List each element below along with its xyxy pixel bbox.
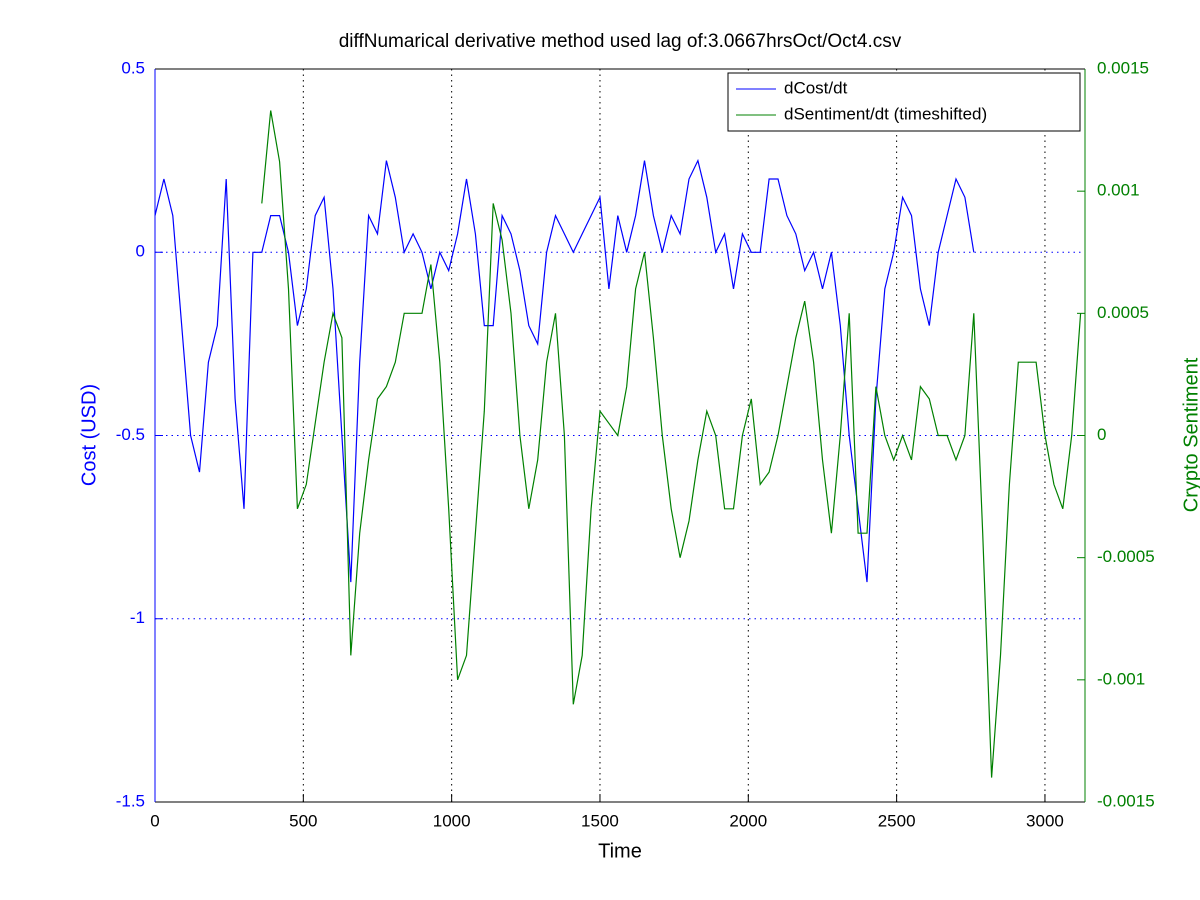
y-tick-label: -1 xyxy=(130,608,145,627)
x-tick-label: 0 xyxy=(150,811,159,830)
y2-tick-label: 0.0005 xyxy=(1097,303,1149,322)
legend-label: dSentiment/dt (timeshifted) xyxy=(784,104,987,123)
series-line xyxy=(154,158,975,583)
legend-box xyxy=(727,72,1081,132)
x-tick-label: 1500 xyxy=(581,811,619,830)
y2-axis-label: Crypto Sentiment xyxy=(1180,357,1200,512)
y-tick-label: -1.5 xyxy=(116,791,145,810)
x-tick-label: 2500 xyxy=(878,811,916,830)
y-axis-label: Cost (USD) xyxy=(78,384,100,486)
y2-tick-label: -0.001 xyxy=(1097,669,1145,688)
y2-tick-label: 0.0015 xyxy=(1097,58,1149,77)
x-tick-label: 3000 xyxy=(1026,811,1064,830)
legend-label: dCost/dt xyxy=(784,78,848,97)
y-tick-label: -0.5 xyxy=(116,425,145,444)
series-line xyxy=(261,110,1082,778)
y-tick-label: 0 xyxy=(136,242,145,261)
y2-tick-label: -0.0005 xyxy=(1097,547,1155,566)
y2-tick-label: 0 xyxy=(1097,425,1106,444)
x-axis-label: Time xyxy=(598,840,642,862)
x-tick-label: 2000 xyxy=(729,811,767,830)
y2-tick-label: 0.001 xyxy=(1097,181,1140,200)
chart-title: diffNumarical derivative method used lag… xyxy=(339,31,902,52)
y-tick-label: 0.5 xyxy=(121,58,145,77)
x-tick-label: 500 xyxy=(289,811,317,830)
x-tick-label: 1000 xyxy=(433,811,471,830)
y2-tick-label: -0.0015 xyxy=(1097,791,1155,810)
